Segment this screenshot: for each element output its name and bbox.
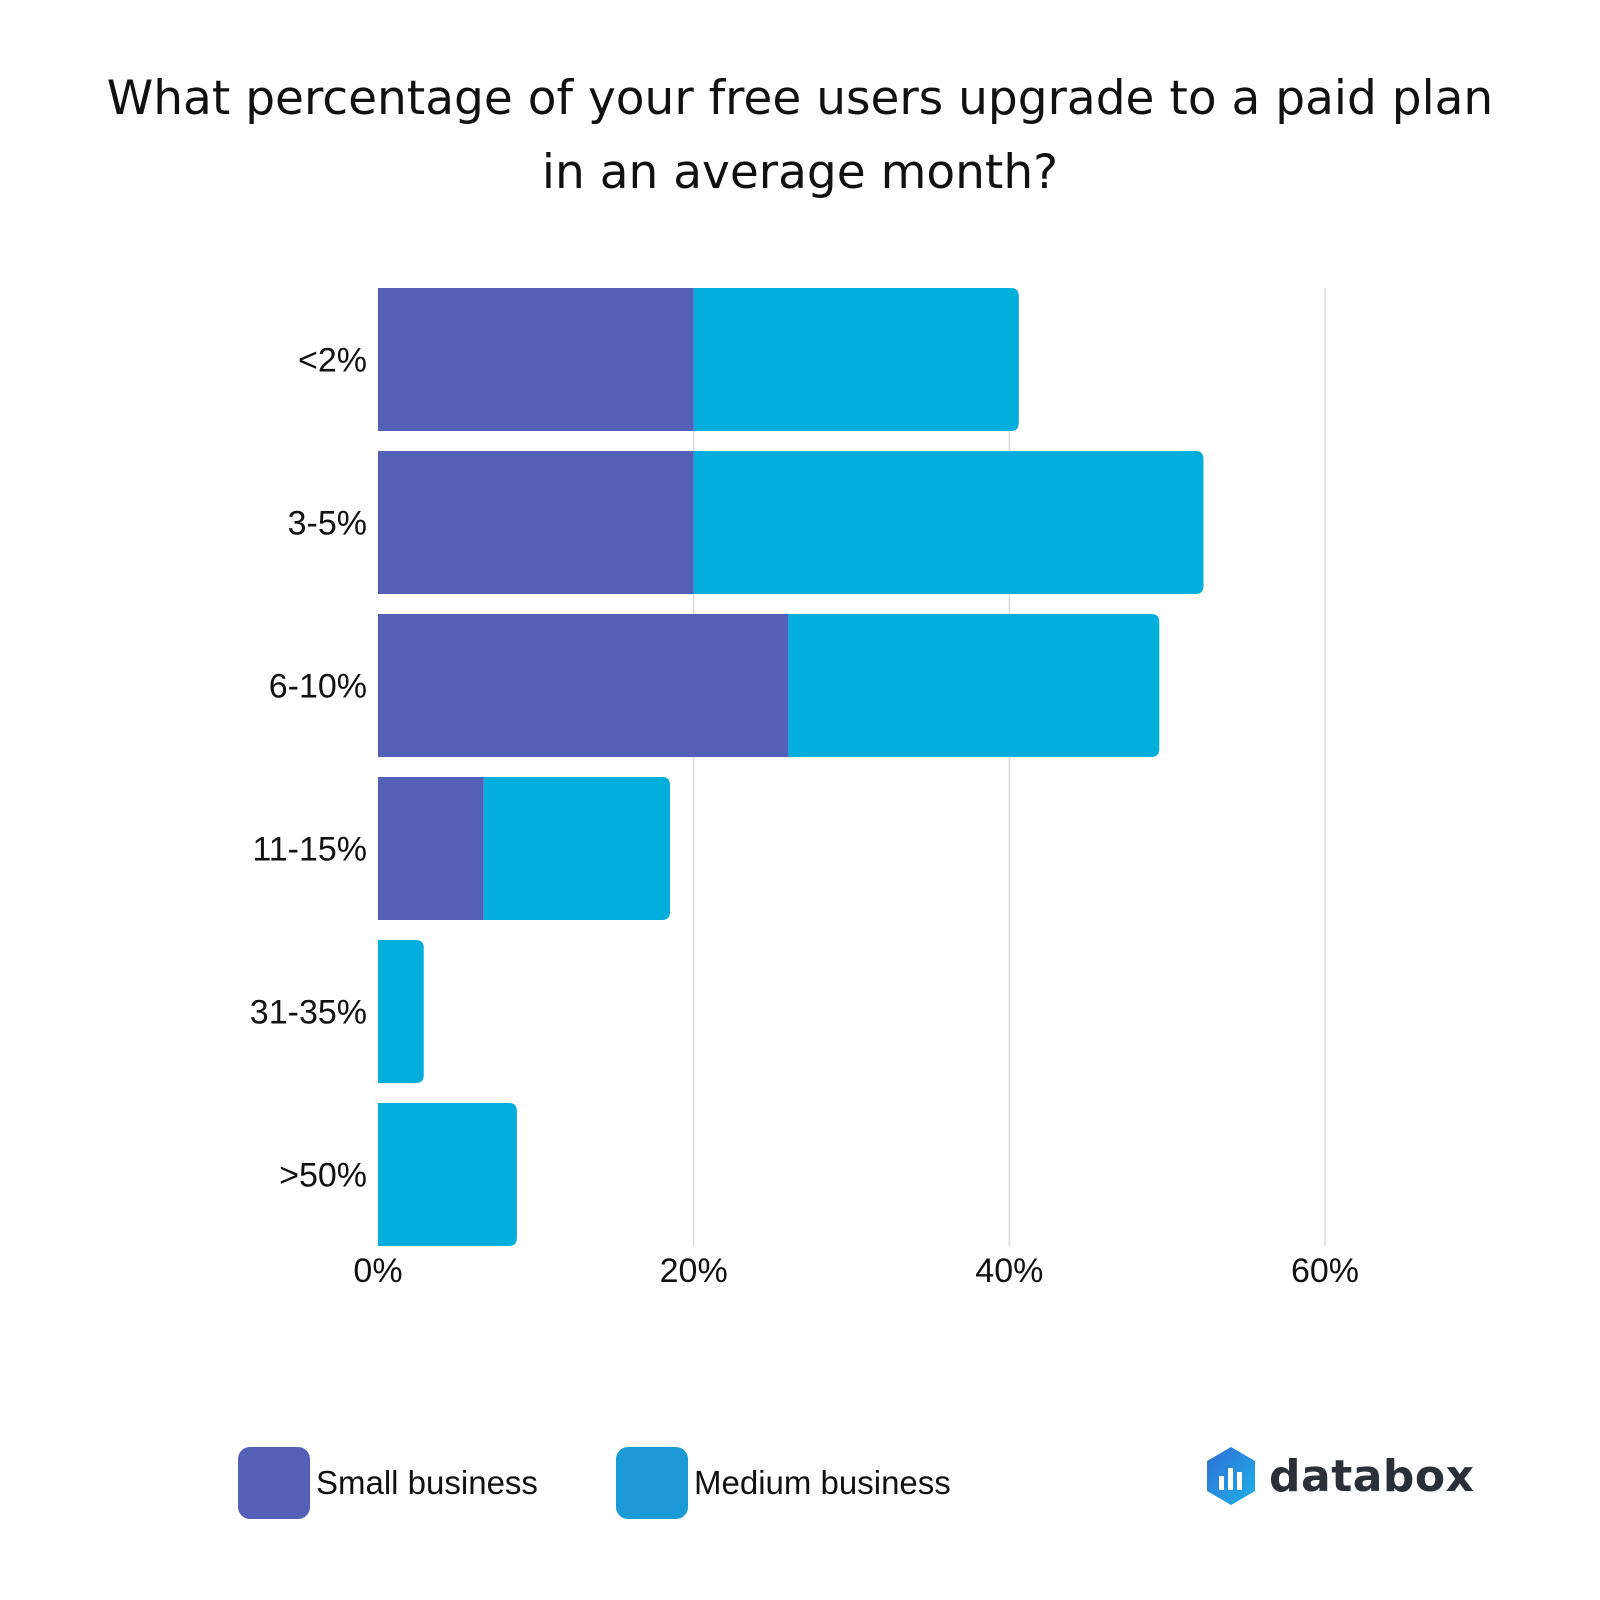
legend-swatch-medium-business <box>616 1446 688 1519</box>
brand-name: databox <box>1269 1450 1475 1502</box>
bar-medium-business <box>483 777 670 920</box>
bar-small-business <box>378 288 694 431</box>
x-tick-labels: 0% 20% 40% 60% <box>353 1252 1359 1290</box>
bar-medium-business <box>693 288 1019 431</box>
category-label: 3-5% <box>288 505 367 543</box>
x-tick-label: 40% <box>975 1252 1043 1290</box>
chart-title: What percentage of your free users upgra… <box>106 71 1494 200</box>
bars <box>378 288 1204 1246</box>
category-label: <2% <box>298 342 367 380</box>
x-tick-label: 60% <box>1291 1252 1359 1290</box>
databox-logo: databox <box>1205 1446 1475 1506</box>
x-tick-label: 0% <box>353 1252 402 1290</box>
legend-label-small-business: Small business <box>316 1463 538 1501</box>
bar-medium-business <box>378 940 424 1083</box>
bar-small-business <box>378 614 789 757</box>
databox-logo-icon <box>1207 1447 1255 1505</box>
category-label: 31-35% <box>250 994 367 1032</box>
category-labels: <2% 3-5% 6-10% 11-15% 31-35% >50% <box>250 342 367 1195</box>
category-label: 6-10% <box>269 668 367 706</box>
bar-medium-business <box>378 1103 517 1246</box>
legend-swatch-small-business <box>238 1446 310 1519</box>
bar-small-business <box>378 777 484 920</box>
bar-medium-business <box>693 451 1204 594</box>
legend-label-medium-business: Medium business <box>694 1463 951 1501</box>
legend-item-medium-business: Medium business <box>616 1445 951 1520</box>
bar-small-business <box>378 451 694 594</box>
bar-medium-business <box>788 614 1160 757</box>
category-label: 11-15% <box>252 831 367 869</box>
grid-lines <box>692 288 1326 1246</box>
legend-item-small-business: Small business <box>238 1445 538 1520</box>
category-label: >50% <box>279 1157 367 1195</box>
x-tick-label: 20% <box>660 1252 728 1290</box>
